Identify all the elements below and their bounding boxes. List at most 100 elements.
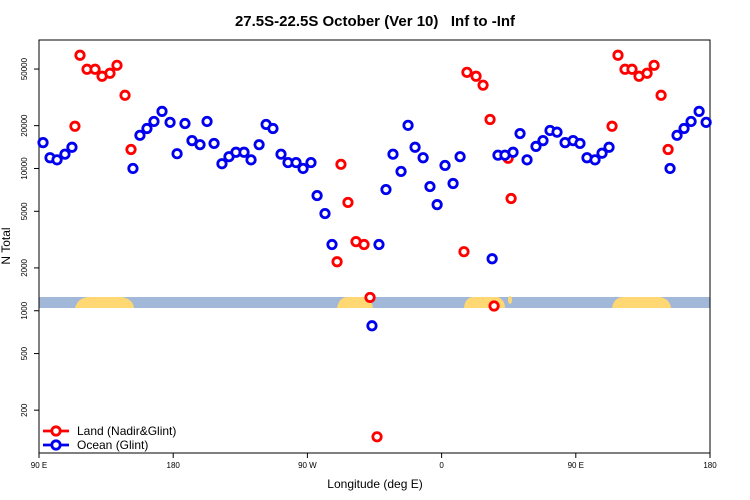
point xyxy=(507,146,519,158)
chart-title: 27.5S-22.5S October (Ver 10) Inf to -Inf xyxy=(235,13,516,30)
point xyxy=(409,141,421,153)
point xyxy=(402,119,414,131)
point xyxy=(208,137,220,150)
legend-marker xyxy=(50,439,62,451)
point xyxy=(488,300,500,312)
point xyxy=(331,256,343,268)
point xyxy=(373,238,385,251)
point xyxy=(311,189,323,202)
surface-band xyxy=(39,296,710,308)
y-tick-label: 5000 xyxy=(20,202,29,220)
point xyxy=(171,148,183,160)
point xyxy=(238,146,250,158)
point xyxy=(693,105,705,117)
land-patch xyxy=(75,297,134,308)
point xyxy=(194,139,206,151)
legend-label: Land (Nadir&Glint) xyxy=(77,424,176,438)
point xyxy=(297,162,309,175)
x-tick-label: 90 W xyxy=(298,461,317,470)
point xyxy=(447,177,459,190)
point xyxy=(514,127,526,140)
ocean-band xyxy=(39,297,710,308)
point xyxy=(156,105,168,117)
x-tick-label: 180 xyxy=(703,461,717,470)
point xyxy=(700,116,712,128)
point xyxy=(626,63,638,75)
land-patch xyxy=(612,297,671,308)
point xyxy=(37,137,49,149)
point xyxy=(179,117,191,130)
point xyxy=(59,148,71,160)
legend: Land (Nadir&Glint)Ocean (Glint) xyxy=(43,424,176,452)
point xyxy=(387,148,399,160)
y-axis-label: N Total xyxy=(0,227,13,264)
point xyxy=(74,49,86,61)
point xyxy=(648,59,660,71)
point xyxy=(364,291,376,304)
point xyxy=(454,151,466,163)
point xyxy=(119,89,131,101)
y-tick-label: 2000 xyxy=(20,258,29,276)
x-tick-label: 0 xyxy=(439,461,444,470)
y-tick-label: 200 xyxy=(20,403,29,417)
point xyxy=(380,183,392,196)
series-points xyxy=(37,105,712,332)
point xyxy=(366,320,378,332)
point xyxy=(505,192,517,205)
point xyxy=(662,143,674,156)
point xyxy=(69,120,81,132)
point xyxy=(671,129,683,141)
y-tick-label: 500 xyxy=(20,346,29,360)
point xyxy=(477,79,489,91)
point xyxy=(104,67,116,79)
point xyxy=(461,66,473,78)
point xyxy=(253,139,265,151)
point xyxy=(685,115,697,128)
legend-marker xyxy=(50,425,62,437)
point xyxy=(125,143,137,156)
y-tick-label: 10000 xyxy=(20,157,29,180)
land-patch xyxy=(508,296,512,304)
x-axis-label: Longitude (deg E) xyxy=(327,477,422,491)
point xyxy=(141,122,153,135)
point xyxy=(216,158,228,170)
point xyxy=(335,158,347,170)
point xyxy=(290,156,302,169)
point xyxy=(319,207,331,220)
y-tick-label: 50000 xyxy=(20,57,29,80)
point xyxy=(275,148,287,160)
plot-frame xyxy=(38,39,711,454)
point xyxy=(486,253,498,265)
point xyxy=(111,59,123,71)
series-points xyxy=(69,49,674,443)
land-patch xyxy=(337,297,373,308)
x-tick-label: 90 E xyxy=(31,461,47,470)
point xyxy=(164,116,176,128)
point xyxy=(574,137,586,150)
point xyxy=(342,196,354,209)
point xyxy=(371,431,383,443)
point xyxy=(305,156,317,169)
point xyxy=(484,113,496,126)
point xyxy=(537,135,549,147)
point xyxy=(201,115,213,128)
point xyxy=(664,162,676,175)
point xyxy=(612,49,624,61)
point xyxy=(51,154,63,166)
point xyxy=(326,238,338,251)
x-tick-label: 90 E xyxy=(568,461,584,470)
point xyxy=(470,70,482,82)
point xyxy=(655,89,667,101)
point xyxy=(358,238,370,251)
y-tick-label: 1000 xyxy=(20,301,29,319)
legend-label: Ocean (Glint) xyxy=(77,438,148,452)
x-tick-label: 180 xyxy=(167,461,181,470)
point xyxy=(439,159,451,172)
point xyxy=(641,67,653,79)
point xyxy=(678,122,690,135)
point xyxy=(603,141,615,153)
point xyxy=(589,154,601,166)
point xyxy=(521,154,533,166)
